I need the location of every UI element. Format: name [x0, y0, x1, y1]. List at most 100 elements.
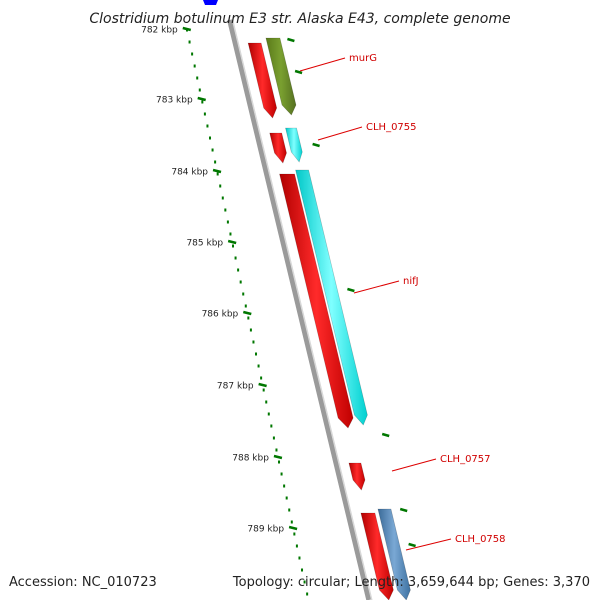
- tick-label: 789 kbp: [247, 525, 284, 535]
- tick-mark: [273, 454, 283, 460]
- tick-dot: [285, 496, 288, 500]
- tick-dot: [303, 580, 306, 584]
- tick-dot: [234, 256, 237, 260]
- tick-dot: [257, 364, 260, 368]
- tick-track: [186, 28, 309, 596]
- outer-tick: [408, 542, 416, 548]
- tick-dot: [209, 136, 212, 140]
- cds-clh0755: [269, 132, 287, 164]
- tick-label: 782 kbp: [141, 26, 178, 36]
- label-leader-line: [391, 458, 437, 472]
- tick-dot: [237, 268, 240, 272]
- tick-mark: [182, 26, 192, 32]
- tick-dot: [211, 148, 214, 152]
- outer-tick: [347, 287, 355, 293]
- gene-clh0758: [377, 508, 411, 600]
- tick-dot: [306, 592, 309, 596]
- cds-clh0757: [348, 462, 366, 491]
- tick-dot: [249, 328, 252, 332]
- tick-dot: [262, 388, 265, 392]
- tick-dot: [295, 544, 298, 548]
- backbone-line: [227, 19, 372, 600]
- tick-dot: [203, 112, 206, 116]
- tick-marks: 782 kbp 783 kbp 784 kbp 785 kbp 786 kbp 787 k…: [141, 26, 298, 535]
- label-leader-line: [317, 126, 363, 141]
- summary-text: Topology: circular; Length: 3,659,644 bp…: [232, 575, 590, 590]
- label-leader-line: [405, 538, 452, 551]
- tick-mark: [258, 382, 267, 388]
- cds-murG: [247, 42, 278, 119]
- tick-dot: [283, 484, 286, 488]
- tick-dot: [252, 340, 255, 344]
- tick-dot: [219, 184, 222, 188]
- tick-dot: [232, 244, 235, 248]
- outer-tick: [381, 432, 390, 438]
- tick-dot: [247, 316, 250, 320]
- outer-tick: [312, 142, 320, 148]
- tick-dot: [301, 568, 304, 572]
- tick-dot: [298, 556, 301, 560]
- cds-nifJ: [279, 173, 354, 429]
- tick-dot: [229, 232, 232, 236]
- tick-dot: [201, 100, 204, 104]
- tick-label: 788 kbp: [232, 454, 269, 464]
- tick-dot: [267, 412, 270, 416]
- tick-dot: [244, 304, 247, 308]
- gene-murG: [265, 37, 297, 116]
- map-title: Clostridium botulinum E3 str. Alaska E43…: [89, 11, 510, 27]
- gene-label: nifJ: [403, 276, 419, 287]
- tick-dot: [216, 172, 219, 176]
- cds-clh0758: [360, 512, 394, 600]
- tick-dot: [255, 352, 258, 356]
- genome-backbone: [227, 19, 373, 600]
- tick-mark: [197, 96, 207, 102]
- outer-tick: [287, 37, 295, 43]
- tick-dot: [188, 40, 191, 44]
- gene-label: CLH_0755: [366, 122, 417, 133]
- tick-dot: [226, 220, 229, 224]
- tick-dot: [280, 472, 283, 476]
- tick-dot: [293, 532, 296, 536]
- tick-dot: [196, 76, 199, 80]
- gene-features: [203, 0, 416, 600]
- tick-mark: [288, 525, 298, 531]
- label-leader-line: [353, 280, 400, 294]
- tick-label: 784 kbp: [171, 168, 208, 178]
- tick-dot: [224, 208, 227, 212]
- tick-dot: [242, 292, 245, 296]
- outer-tick: [399, 507, 408, 513]
- tick-dot: [288, 508, 291, 512]
- tick-dot: [206, 124, 209, 128]
- gene-label: CLH_0758: [455, 534, 506, 545]
- tick-dot: [214, 160, 217, 164]
- gene-clh0755: [285, 127, 303, 163]
- tick-label: 785 kbp: [186, 239, 223, 249]
- tick-label: 783 kbp: [156, 96, 193, 106]
- tick-dot: [275, 448, 278, 452]
- gene-label: murG: [349, 53, 377, 64]
- tick-dot: [272, 436, 275, 440]
- tick-dot: [221, 196, 224, 200]
- gene-nifJ: [295, 169, 368, 426]
- backbone-highlight: [231, 19, 373, 600]
- tick-dot: [265, 400, 268, 404]
- tick-dot: [278, 460, 281, 464]
- tick-dot: [191, 52, 194, 56]
- outer-tick: [294, 69, 303, 75]
- gene-labels: murG CLH_0755 nifJ CLH_0757 CLH_0758: [299, 53, 506, 551]
- tick-mark: [227, 239, 237, 245]
- tick-dot: [270, 424, 273, 428]
- tick-mark: [212, 168, 222, 174]
- label-leader-line: [299, 57, 346, 72]
- tick-dot: [193, 64, 196, 68]
- tick-label: 787 kbp: [217, 382, 254, 392]
- accession-text: Accession: NC_010723: [9, 575, 157, 590]
- tick-mark: [242, 310, 252, 316]
- tick-dot: [198, 88, 201, 92]
- tick-dot: [260, 376, 263, 380]
- tick-dot: [239, 280, 242, 284]
- gene-label: CLH_0757: [440, 454, 491, 465]
- top-blue-feature: [203, 0, 218, 5]
